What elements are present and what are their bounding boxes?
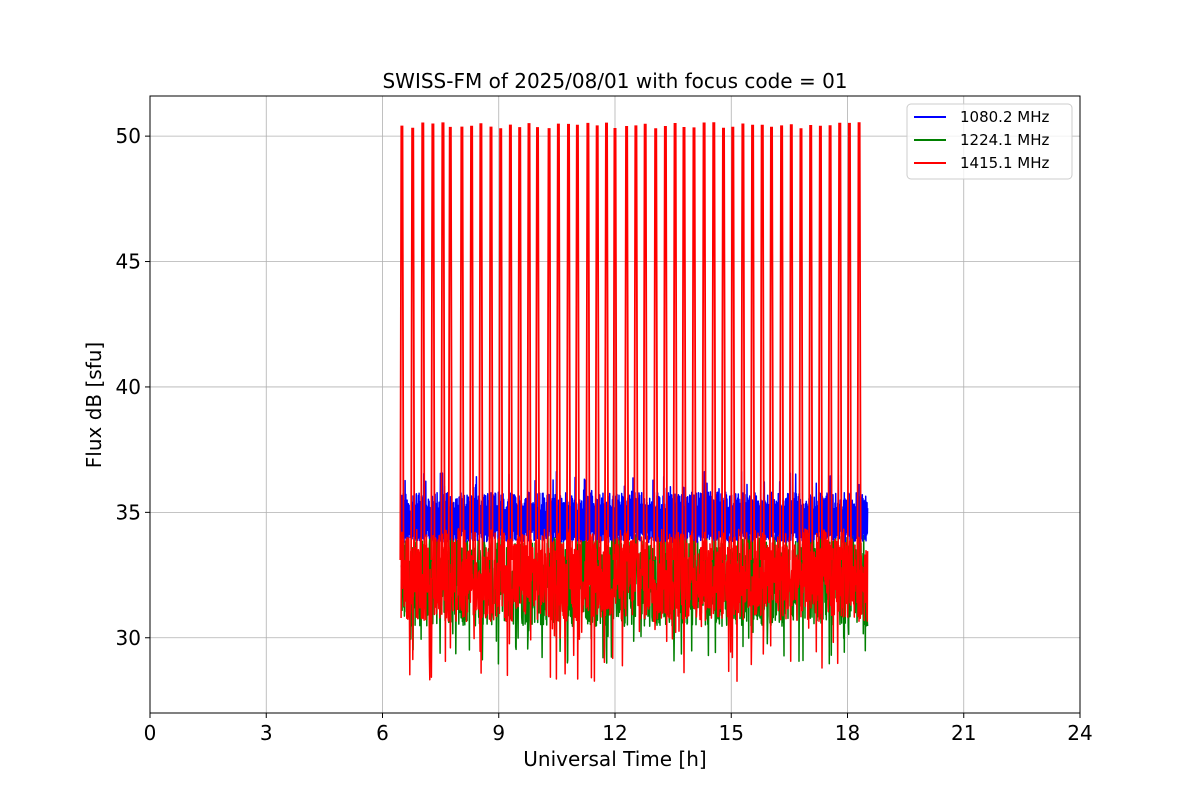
x-tick-label: 9 — [492, 721, 505, 745]
spike-1415 — [769, 126, 774, 561]
spike-1415 — [612, 128, 618, 561]
spike-1415 — [507, 124, 513, 561]
y-tick-label: 50 — [116, 124, 141, 148]
x-tick-label: 12 — [602, 721, 627, 745]
spike-1415 — [624, 126, 630, 561]
spike-1415 — [517, 127, 523, 561]
x-axis-label: Universal Time [h] — [523, 747, 706, 771]
x-axis-ticks: 0 3 6 9 12 15 18 21 24 — [144, 713, 1093, 745]
spike-1415 — [478, 123, 484, 561]
legend-label-1224: 1224.1 MHz — [960, 131, 1049, 149]
spike-1415 — [546, 128, 552, 561]
spike-1415 — [750, 124, 756, 561]
legend-box — [906, 103, 1073, 180]
spike-1415 — [488, 126, 494, 561]
spike-1415 — [827, 125, 833, 561]
spike-1415 — [846, 122, 852, 561]
spike-1415 — [662, 126, 668, 561]
spike-1415 — [604, 122, 609, 561]
spike-1415 — [788, 124, 794, 561]
spike-1415 — [566, 123, 571, 561]
legend: 1080.2 MHz 1224.1 MHz 1415.1 MHz — [906, 103, 1073, 180]
x-tick-label: 0 — [144, 721, 157, 745]
spike-1415 — [817, 125, 823, 561]
spike-1415 — [691, 127, 697, 561]
spike-1415 — [410, 127, 416, 561]
y-tick-label: 35 — [116, 500, 141, 524]
spike-1415 — [681, 127, 687, 561]
spike-1415 — [399, 125, 405, 561]
spike-1415 — [633, 125, 639, 561]
spike-1415 — [585, 122, 591, 561]
spike-1415 — [642, 123, 648, 561]
spike-1415 — [779, 125, 785, 561]
spike-1415 — [759, 124, 765, 561]
spike-1415 — [672, 123, 678, 561]
spike-1415 — [740, 123, 746, 561]
spike-1415 — [535, 127, 540, 561]
legend-label-1080: 1080.2 MHz — [960, 108, 1049, 126]
y-axis-label: Flux dB [sfu] — [82, 342, 106, 468]
spike-1415 — [701, 122, 707, 561]
y-tick-label: 40 — [116, 375, 141, 399]
spike-1415 — [526, 123, 532, 561]
spike-1415 — [808, 125, 814, 561]
x-tick-label: 15 — [719, 721, 744, 745]
y-tick-label: 45 — [116, 250, 141, 274]
x-tick-label: 6 — [376, 721, 389, 745]
series-layer — [399, 122, 869, 682]
spike-1415 — [469, 125, 475, 561]
legend-label-1415: 1415.1 MHz — [960, 154, 1049, 172]
x-tick-label: 18 — [835, 721, 860, 745]
spike-1415 — [721, 127, 726, 561]
spike-1415 — [420, 122, 426, 561]
x-tick-label: 24 — [1067, 721, 1092, 745]
spike-1415 — [498, 128, 504, 561]
spike-1415 — [711, 122, 717, 561]
x-tick-label: 21 — [951, 721, 976, 745]
spike-1415 — [555, 123, 561, 561]
spike-1415 — [856, 122, 862, 561]
spike-1415 — [653, 128, 659, 561]
y-axis-ticks: 30 35 40 45 50 — [116, 124, 150, 650]
spike-1415 — [430, 123, 436, 561]
spike-1415 — [730, 126, 736, 561]
y-tick-label: 30 — [116, 626, 141, 650]
spike-1415 — [574, 124, 580, 561]
spike-1415 — [798, 128, 804, 561]
spike-1415 — [837, 122, 843, 561]
chart-title: SWISS-FM of 2025/08/01 with focus code =… — [382, 69, 847, 93]
spike-1415 — [594, 125, 600, 561]
spike-1415 — [447, 126, 453, 561]
spike-1415 — [440, 122, 446, 561]
spike-1415 — [459, 126, 465, 561]
x-tick-label: 3 — [260, 721, 273, 745]
